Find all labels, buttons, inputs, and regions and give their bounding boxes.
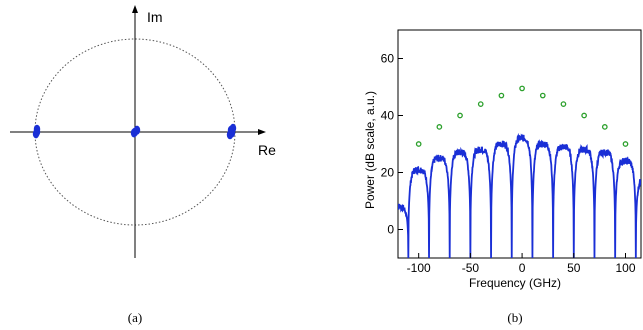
spectrum-line (398, 132, 641, 258)
y-tick-label: 0 (387, 223, 394, 237)
caption-a: (a) (128, 310, 142, 325)
caption-b: (b) (507, 310, 522, 325)
comb-marker-8 (581, 112, 587, 119)
constellation-point-2 (32, 129, 40, 139)
constellation-point-9 (228, 128, 236, 138)
comb-marker-9 (601, 124, 608, 130)
y-tick-label: 20 (381, 166, 395, 180)
plot-frame (397, 29, 642, 259)
comb-marker-10 (622, 141, 629, 147)
real-axis-arrow (258, 129, 266, 135)
x-tick-label: 50 (567, 261, 581, 275)
x-tick-label: -50 (462, 261, 480, 275)
comb-marker-2 (457, 112, 463, 119)
imag-axis-label: Im (147, 9, 163, 25)
comb-marker-3 (477, 101, 484, 107)
x-tick-label: -100 (407, 261, 431, 275)
y-tick-label: 60 (381, 52, 395, 66)
comb-marker-4 (498, 92, 505, 99)
comb-marker-0 (415, 141, 422, 147)
comb-marker-1 (436, 124, 443, 130)
comb-marker-7 (560, 101, 567, 107)
comb-markers (415, 85, 629, 147)
comb-marker-5 (519, 85, 525, 92)
y-tick-label: 40 (381, 109, 395, 123)
panel-b: -100 -50 0 50 100 0 20 40 60 Frequency (GHz) Po… (363, 29, 642, 325)
comb-marker-6 (539, 92, 546, 99)
constellation-points (32, 123, 237, 140)
x-tick-label: 100 (615, 261, 635, 275)
x-ticks: -100 -50 0 50 100 (407, 253, 636, 275)
spectrum-trace (398, 132, 641, 258)
x-tick-label: 0 (519, 261, 526, 275)
y-ticks: 0 20 40 60 (381, 52, 403, 237)
constellation-point-5 (130, 128, 138, 138)
real-axis-label: Re (258, 142, 276, 158)
panel-a: Re Im (a) (10, 5, 276, 325)
x-axis-label: Frequency (GHz) (469, 276, 561, 290)
imag-axis-arrow (132, 5, 138, 13)
y-axis-label: Power (dB scale, a.u.) (363, 91, 377, 209)
